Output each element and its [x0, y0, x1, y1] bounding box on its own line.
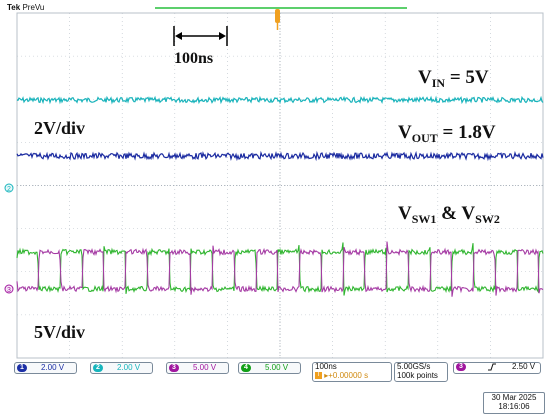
ch3-badge: 3 [169, 364, 179, 372]
ch1-badge: 1 [17, 364, 27, 372]
timebase-box[interactable] [312, 362, 392, 382]
ch4-scale: 5.00 V [265, 363, 289, 372]
brand-tek: Tek [7, 3, 21, 12]
ch2-ground-marker[interactable]: 2 [4, 183, 14, 193]
ch3-ground-label: 3 [7, 287, 11, 294]
vsw-label: VSW1 & VSW2 [398, 203, 500, 226]
time-marker-label: 100ns [174, 50, 214, 67]
sample-rate: 5.00GS/s [397, 362, 431, 371]
waveform-display: 2 3 [4, 9, 544, 359]
ch3-scale: 5.00 V [193, 363, 217, 372]
vout-label: VOUT = 1.8V [398, 122, 496, 145]
ch3-scale-box[interactable]: 3 5.00 V [166, 362, 229, 374]
ch4-scale-box[interactable]: 4 5.00 V [238, 362, 301, 374]
trigger-position-marker[interactable] [275, 9, 280, 30]
ch2-scale-box[interactable]: 2 2.00 V [90, 362, 153, 374]
vsw1-trace [16, 242, 544, 296]
ch2-badge: 2 [93, 364, 103, 372]
date-time-box: 30 Mar 2025 18:16:06 [483, 392, 545, 414]
vout-trace [16, 150, 544, 162]
vin-trace [16, 95, 544, 105]
horizontal-position: T ▸+0.00000 s [315, 371, 368, 380]
scope-brand: Tek PreVu [7, 3, 44, 12]
time: 18:16:06 [498, 402, 530, 411]
position-icon: T [315, 372, 322, 380]
ch1-scale-box[interactable]: 1 2.00 V [14, 362, 77, 374]
rising-edge-icon [488, 363, 496, 371]
ch2-ground-label: 2 [7, 186, 11, 193]
trigger-box[interactable] [453, 362, 541, 374]
ch2-scale: 2.00 V [117, 363, 141, 372]
trigger-level: 2.50 V [512, 362, 536, 371]
top-scale-label: 2V/div [34, 118, 86, 138]
horizontal-position-value: ▸+0.00000 s [324, 371, 369, 380]
timebase-scale: 100ns [315, 362, 337, 371]
vin-label: VIN = 5V [418, 67, 489, 90]
record-length: 100k points [397, 371, 438, 380]
acquisition-box[interactable] [394, 362, 448, 382]
trigger-source-badge: 3 [456, 363, 466, 371]
record-position-bar [155, 7, 407, 9]
bottom-scale-label: 5V/div [34, 322, 86, 342]
ch4-badge: 4 [241, 364, 251, 372]
ch1-scale: 2.00 V [41, 363, 65, 372]
waveform-traces [16, 95, 544, 297]
graticule [16, 12, 544, 359]
ch3-ground-marker[interactable]: 3 [4, 284, 14, 294]
vsw2-trace [16, 241, 544, 297]
brand-mode: PreVu [22, 3, 45, 12]
date: 30 Mar 2025 [491, 393, 537, 402]
time-marker-arrow [173, 26, 228, 46]
